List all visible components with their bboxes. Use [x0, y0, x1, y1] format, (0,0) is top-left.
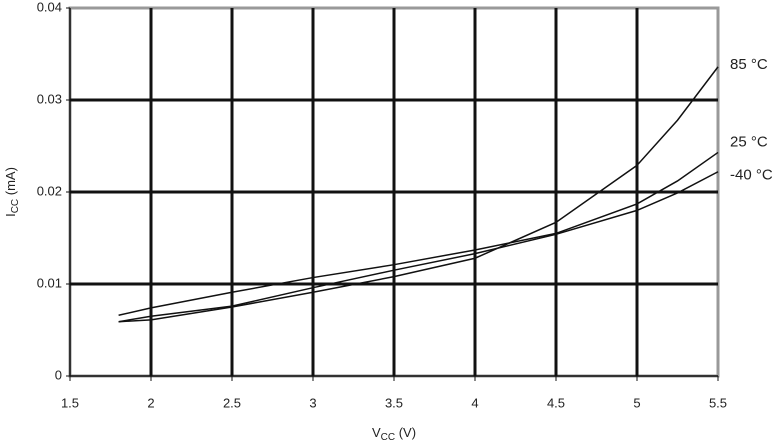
- x-tick-label: 1.5: [61, 395, 79, 410]
- series-label: 25 °C: [730, 133, 768, 150]
- series-label: 85 °C: [730, 56, 768, 73]
- x-tick-label: 3.5: [385, 395, 403, 410]
- x-tick-label: 2: [147, 395, 154, 410]
- y-tick-label: 0.03: [37, 91, 62, 106]
- series-label: -40 °C: [730, 167, 773, 184]
- y-tick-label: 0: [55, 367, 62, 382]
- series-line: [118, 171, 719, 323]
- series-line: [118, 66, 719, 323]
- x-tick-label: 2.5: [223, 395, 241, 410]
- y-tick-label: 0.04: [37, 0, 62, 14]
- y-tick-label: 0.02: [37, 183, 62, 198]
- y-tick-label: 0.01: [37, 275, 62, 290]
- x-tick-label: 3: [309, 395, 316, 410]
- x-tick-label: 4.5: [547, 395, 565, 410]
- x-tick-label: 5.5: [709, 395, 727, 410]
- y-axis-label: ICC (mA): [3, 167, 20, 217]
- x-tick-label: 5: [633, 395, 640, 410]
- x-tick-label: 4: [471, 395, 478, 410]
- x-axis-label: VCC (V): [372, 425, 416, 442]
- series-line: [118, 151, 719, 317]
